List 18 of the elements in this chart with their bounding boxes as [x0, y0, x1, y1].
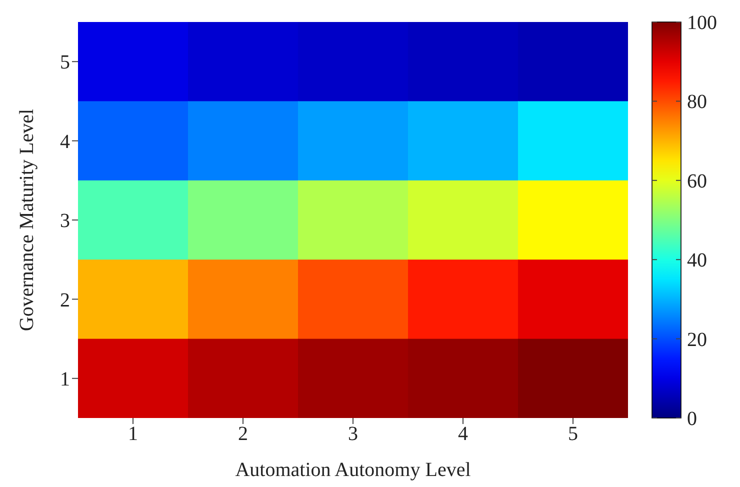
- y-tick-label: 2: [60, 289, 70, 312]
- color-bar-label: 20: [687, 328, 707, 351]
- x-tick-label: 2: [238, 423, 248, 446]
- y-tick-label: 3: [60, 210, 70, 232]
- x-tick-label: 5: [568, 423, 578, 446]
- y-axis-title: Governance Maturity Level: [16, 108, 38, 332]
- x-tick-label: 4: [458, 423, 468, 446]
- y-tick-label: 1: [60, 368, 70, 390]
- y-tick-label: 5: [60, 52, 70, 74]
- y-tick-label: 4: [60, 130, 70, 153]
- color-bar-label: 60: [687, 170, 707, 192]
- x-axis-title: Automation Autonomy Level: [235, 459, 472, 481]
- color-bar-label: 0: [687, 408, 697, 430]
- color-bar-label: 40: [687, 250, 707, 272]
- x-tick-label: 1: [128, 423, 138, 446]
- x-tick-label: 3: [348, 423, 358, 446]
- color-bar-label: 100: [687, 12, 717, 34]
- color-bar-label: 80: [687, 91, 707, 114]
